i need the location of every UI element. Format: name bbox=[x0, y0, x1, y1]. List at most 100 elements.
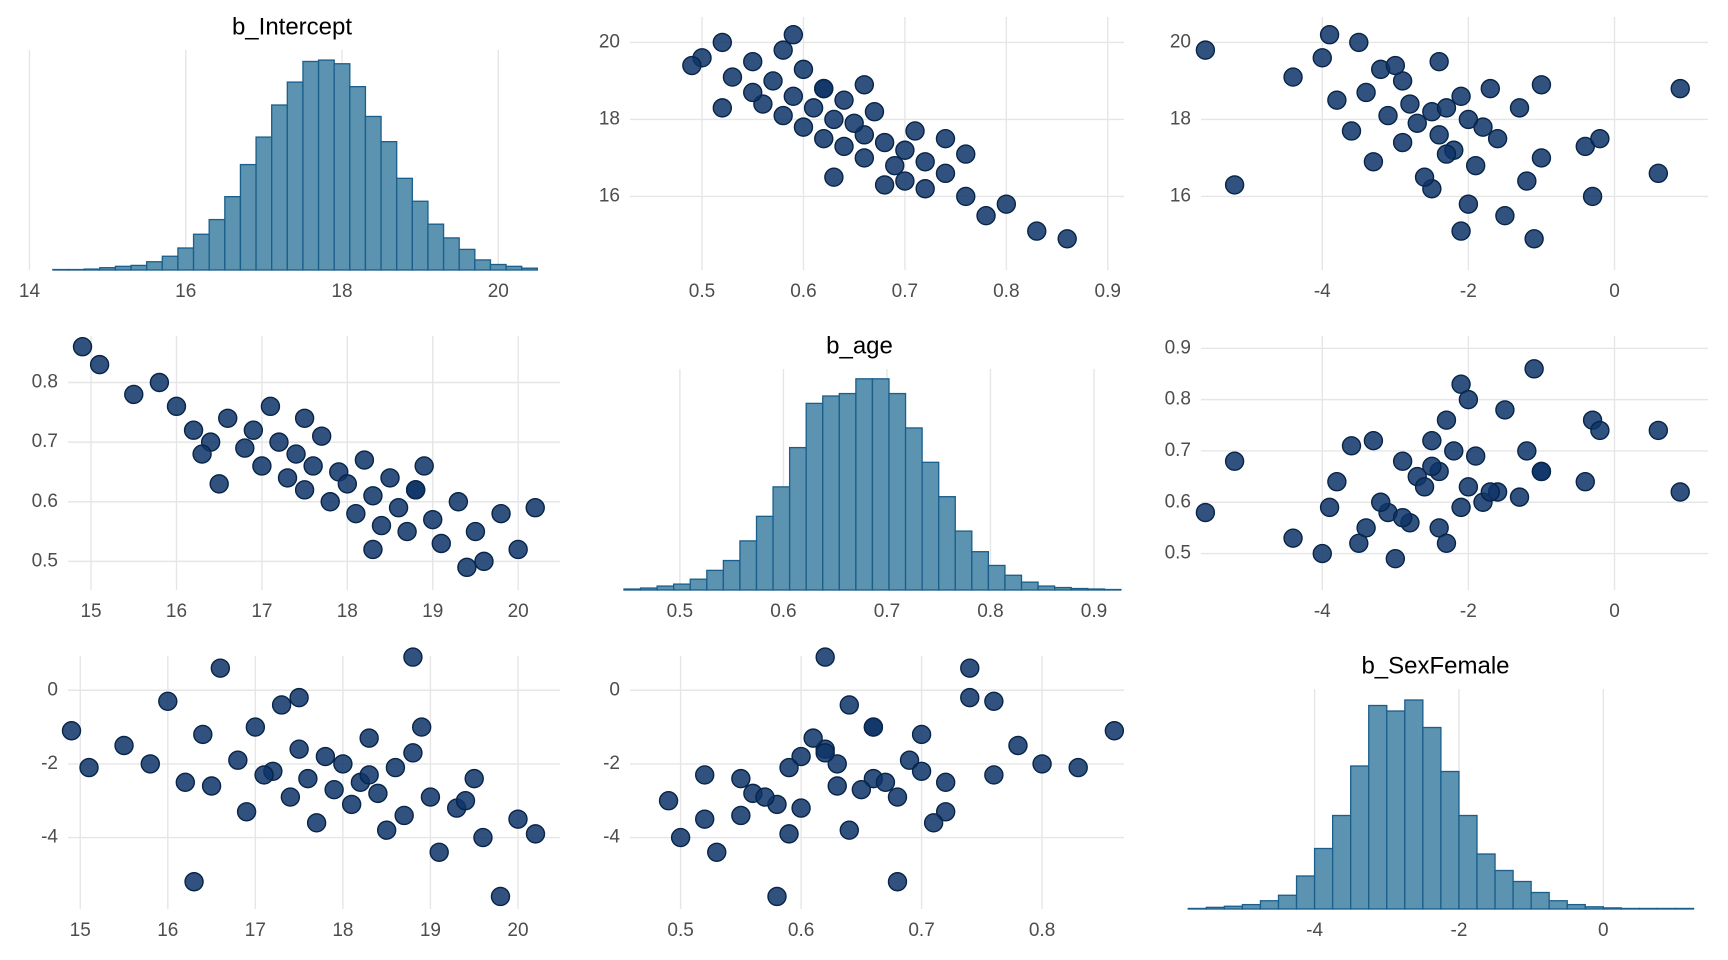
x-tick-label: 18 bbox=[337, 601, 358, 622]
x-tick-label: 0.8 bbox=[977, 601, 1003, 622]
x-tick-label: -4 bbox=[1314, 281, 1331, 302]
scatter-point bbox=[271, 695, 292, 715]
scatter-point bbox=[956, 144, 976, 164]
scatter-point bbox=[388, 498, 409, 518]
panel: 15 16 17 18 19 20 0.5 0.6 0.7 0.8 bbox=[32, 336, 560, 622]
scatter-point bbox=[1465, 446, 1486, 466]
scatter-point bbox=[1057, 229, 1077, 249]
x-tick-label: 16 bbox=[157, 920, 178, 941]
histogram-bar bbox=[838, 392, 857, 591]
histogram-bar bbox=[99, 267, 117, 271]
x-tick-label: 19 bbox=[422, 601, 443, 622]
scatter-point bbox=[887, 872, 908, 892]
histogram-bar bbox=[333, 63, 351, 271]
histogram-bar bbox=[130, 264, 148, 271]
x-tick-label: 0 bbox=[1598, 920, 1609, 941]
histogram-bar bbox=[805, 402, 824, 591]
scatter-point bbox=[89, 354, 110, 375]
scatter-point bbox=[1392, 451, 1413, 471]
x-tick-label: 0.5 bbox=[689, 281, 715, 302]
scatter-point bbox=[1590, 128, 1610, 149]
histogram-bar bbox=[623, 588, 642, 591]
scatter-point bbox=[311, 426, 332, 446]
histogram-bar bbox=[161, 255, 179, 271]
scatter-point bbox=[423, 509, 443, 530]
scatter-point bbox=[763, 71, 783, 91]
histogram-bar bbox=[1277, 894, 1298, 910]
histogram-bar bbox=[1037, 585, 1056, 591]
scatter-point bbox=[814, 128, 834, 149]
scatter-point bbox=[1465, 155, 1486, 176]
scatter-point bbox=[791, 798, 811, 818]
scatter-point bbox=[731, 768, 751, 789]
y-tick-label: 0.6 bbox=[1165, 491, 1191, 512]
scatter-point bbox=[1422, 430, 1442, 451]
histogram-bar bbox=[1368, 704, 1388, 910]
scatter-point bbox=[1104, 721, 1125, 741]
scatter-point bbox=[1032, 754, 1052, 774]
scatter-point bbox=[61, 721, 82, 741]
scatter-point bbox=[1495, 400, 1515, 420]
scatter-point bbox=[306, 813, 327, 833]
scatter-point bbox=[333, 754, 353, 774]
x-tick-label: 14 bbox=[19, 281, 41, 302]
x-tick-label: 0 bbox=[1609, 601, 1620, 622]
scatter-point bbox=[72, 337, 93, 357]
scatter-point bbox=[359, 765, 379, 785]
scatter-point bbox=[722, 67, 743, 87]
scatter-point bbox=[956, 186, 976, 207]
histogram-bar bbox=[1223, 905, 1244, 910]
scatter-point bbox=[269, 432, 289, 452]
scatter-point bbox=[658, 791, 679, 811]
scatter-point bbox=[414, 456, 434, 476]
histogram-bar bbox=[1053, 586, 1072, 591]
scatter-point bbox=[289, 739, 309, 759]
scatter-point bbox=[885, 155, 905, 176]
histogram-bar bbox=[177, 247, 195, 271]
histogram-bar bbox=[954, 530, 973, 591]
scatter-point bbox=[1356, 518, 1376, 538]
histogram-bar bbox=[888, 392, 907, 591]
histogram-bar bbox=[1458, 814, 1478, 910]
x-tick-label: -2 bbox=[1460, 601, 1477, 622]
histogram-bar bbox=[1584, 906, 1604, 910]
scatter-point bbox=[1429, 51, 1449, 72]
scatter-point bbox=[695, 809, 715, 829]
scatter-point bbox=[839, 695, 859, 715]
x-tick-label: 17 bbox=[245, 920, 266, 941]
x-tick-label: 15 bbox=[80, 601, 101, 622]
scatter-point bbox=[1068, 757, 1088, 778]
scatter-point bbox=[779, 824, 799, 844]
scatter-point bbox=[1436, 410, 1457, 430]
scatter-point bbox=[431, 533, 451, 554]
histogram-bar bbox=[521, 267, 538, 271]
scatter-point bbox=[875, 772, 896, 793]
x-tick-label: 0.8 bbox=[1029, 920, 1055, 941]
scatter-point bbox=[834, 90, 854, 110]
scatter-point bbox=[320, 492, 340, 512]
scatter-point bbox=[1670, 78, 1690, 99]
histogram-bar bbox=[639, 587, 658, 591]
scatter-point bbox=[863, 717, 884, 737]
scatter-point bbox=[403, 743, 423, 763]
scatter-point bbox=[1371, 492, 1391, 512]
histogram-bar bbox=[1476, 853, 1496, 910]
panel: -4 -2 0 16 18 20 bbox=[1170, 17, 1708, 302]
scatter-point bbox=[915, 179, 935, 199]
scatter-point bbox=[277, 468, 298, 488]
scatter-point bbox=[1524, 359, 1544, 379]
scatter-point bbox=[1392, 132, 1413, 153]
scatter-point bbox=[899, 750, 920, 770]
scatter-point bbox=[793, 117, 814, 137]
histogram-bar bbox=[146, 261, 163, 271]
x-tick-label: -4 bbox=[1314, 601, 1331, 622]
histogram-bar bbox=[1602, 907, 1623, 910]
scatter-point bbox=[1363, 430, 1384, 451]
x-tick-label: 0.5 bbox=[667, 920, 693, 941]
x-tick-label: 20 bbox=[507, 920, 528, 941]
y-tick-label: 0.9 bbox=[1165, 337, 1191, 358]
scatter-point bbox=[695, 765, 715, 785]
panel: 0.5 0.6 0.7 0.8 0.9 16 18 20 bbox=[599, 17, 1124, 302]
histogram-bar bbox=[239, 163, 257, 271]
y-tick-label: 0.7 bbox=[32, 431, 58, 452]
